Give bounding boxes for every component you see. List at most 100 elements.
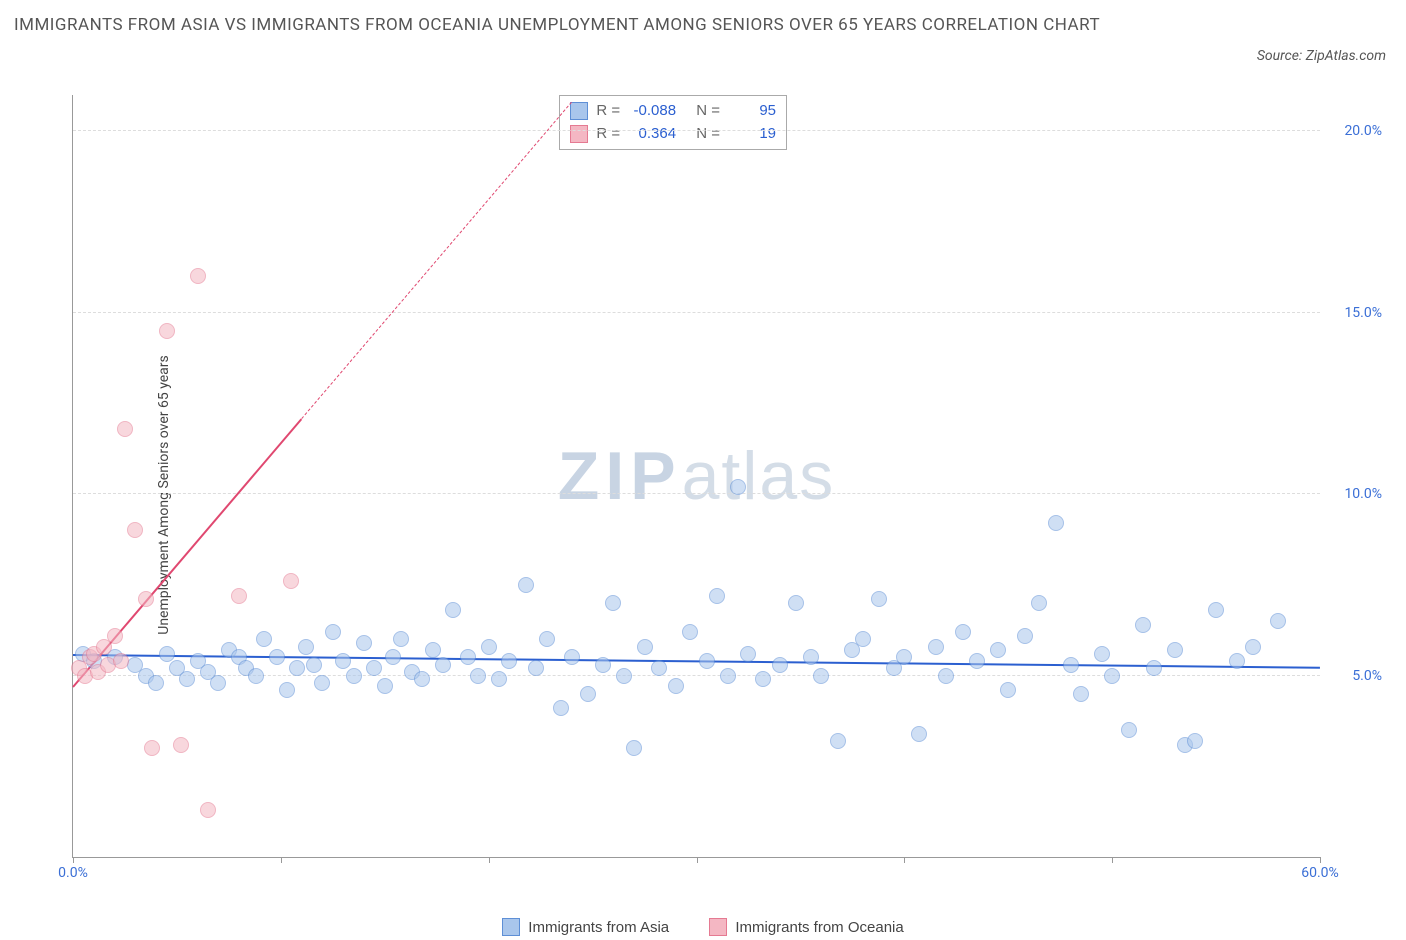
data-point bbox=[393, 631, 409, 647]
data-point bbox=[637, 639, 653, 655]
data-point bbox=[346, 668, 362, 684]
data-point bbox=[871, 591, 887, 607]
gridline bbox=[73, 130, 1320, 131]
legend-label-oceania: Immigrants from Oceania bbox=[735, 919, 903, 936]
data-point bbox=[668, 678, 684, 694]
data-point bbox=[377, 678, 393, 694]
data-point bbox=[314, 675, 330, 691]
data-point bbox=[159, 323, 175, 339]
data-point bbox=[528, 660, 544, 676]
legend-item-oceania: Immigrants from Oceania bbox=[709, 918, 903, 936]
data-point bbox=[813, 668, 829, 684]
y-tick-label: 10.0% bbox=[1344, 486, 1382, 502]
data-point bbox=[298, 639, 314, 655]
data-point bbox=[159, 646, 175, 662]
data-point bbox=[269, 649, 285, 665]
watermark-bold: ZIP bbox=[558, 438, 682, 514]
y-tick-label: 20.0% bbox=[1344, 123, 1382, 139]
data-point bbox=[709, 588, 725, 604]
data-point bbox=[1229, 653, 1245, 669]
watermark-light: atlas bbox=[682, 438, 836, 514]
legend-item-asia: Immigrants from Asia bbox=[502, 918, 669, 936]
data-point bbox=[107, 628, 123, 644]
data-point bbox=[335, 653, 351, 669]
legend-swatch-oceania-bottom bbox=[709, 918, 727, 936]
x-tick-mark bbox=[1112, 857, 1113, 863]
data-point bbox=[385, 649, 401, 665]
data-point bbox=[1135, 617, 1151, 633]
legend-row-asia: R = -0.088 N = 95 bbox=[570, 100, 776, 123]
source-attribution: Source: ZipAtlas.com bbox=[1257, 48, 1386, 64]
data-point bbox=[803, 649, 819, 665]
x-tick-mark bbox=[489, 857, 490, 863]
data-point bbox=[1104, 668, 1120, 684]
data-point bbox=[501, 653, 517, 669]
x-tick-label: 0.0% bbox=[58, 865, 88, 881]
data-point bbox=[210, 675, 226, 691]
watermark: ZIPatlas bbox=[558, 437, 835, 515]
legend-swatch-oceania bbox=[570, 125, 588, 143]
gridline bbox=[73, 312, 1320, 313]
data-point bbox=[911, 726, 927, 742]
data-point bbox=[626, 740, 642, 756]
data-point bbox=[990, 642, 1006, 658]
legend-row-oceania: R = 0.364 N = 19 bbox=[570, 123, 776, 146]
data-point bbox=[435, 657, 451, 673]
stats-legend: R = -0.088 N = 95 R = 0.364 N = 19 bbox=[559, 95, 787, 150]
data-point bbox=[445, 602, 461, 618]
data-point bbox=[279, 682, 295, 698]
data-point bbox=[720, 668, 736, 684]
data-point bbox=[682, 624, 698, 640]
data-point bbox=[1048, 515, 1064, 531]
x-tick-mark bbox=[904, 857, 905, 863]
data-point bbox=[1270, 613, 1286, 629]
r-label: R = bbox=[596, 123, 620, 146]
trend-line bbox=[301, 102, 573, 420]
data-point bbox=[830, 733, 846, 749]
series-legend: Immigrants from Asia Immigrants from Oce… bbox=[14, 918, 1392, 940]
data-point bbox=[699, 653, 715, 669]
legend-swatch-asia bbox=[570, 102, 588, 120]
gridline bbox=[73, 493, 1320, 494]
data-point bbox=[306, 657, 322, 673]
data-point bbox=[1017, 628, 1033, 644]
data-point bbox=[539, 631, 555, 647]
legend-swatch-asia-bottom bbox=[502, 918, 520, 936]
data-point bbox=[553, 700, 569, 716]
chart-container: Unemployment Among Seniors over 65 years… bbox=[14, 90, 1392, 900]
data-point bbox=[616, 668, 632, 684]
data-point bbox=[1031, 595, 1047, 611]
data-point bbox=[969, 653, 985, 669]
data-point bbox=[491, 671, 507, 687]
n-value-oceania: 19 bbox=[728, 123, 776, 146]
data-point bbox=[580, 686, 596, 702]
data-point bbox=[896, 649, 912, 665]
chart-title: IMMIGRANTS FROM ASIA VS IMMIGRANTS FROM … bbox=[14, 12, 1100, 39]
data-point bbox=[955, 624, 971, 640]
data-point bbox=[772, 657, 788, 673]
data-point bbox=[1094, 646, 1110, 662]
data-point bbox=[117, 421, 133, 437]
n-label: N = bbox=[696, 123, 720, 146]
data-point bbox=[1167, 642, 1183, 658]
data-point bbox=[730, 479, 746, 495]
data-point bbox=[518, 577, 534, 593]
data-point bbox=[1063, 657, 1079, 673]
data-point bbox=[325, 624, 341, 640]
data-point bbox=[256, 631, 272, 647]
data-point bbox=[414, 671, 430, 687]
data-point bbox=[356, 635, 372, 651]
data-point bbox=[425, 642, 441, 658]
data-point bbox=[148, 675, 164, 691]
plot-area: ZIPatlas R = -0.088 N = 95 R = 0.364 N =… bbox=[72, 95, 1320, 858]
data-point bbox=[1073, 686, 1089, 702]
data-point bbox=[460, 649, 476, 665]
data-point bbox=[127, 522, 143, 538]
data-point bbox=[755, 671, 771, 687]
data-point bbox=[605, 595, 621, 611]
data-point bbox=[1121, 722, 1137, 738]
x-tick-mark bbox=[73, 857, 74, 863]
n-label: N = bbox=[696, 100, 720, 123]
r-value-asia: -0.088 bbox=[628, 100, 676, 123]
data-point bbox=[144, 740, 160, 756]
